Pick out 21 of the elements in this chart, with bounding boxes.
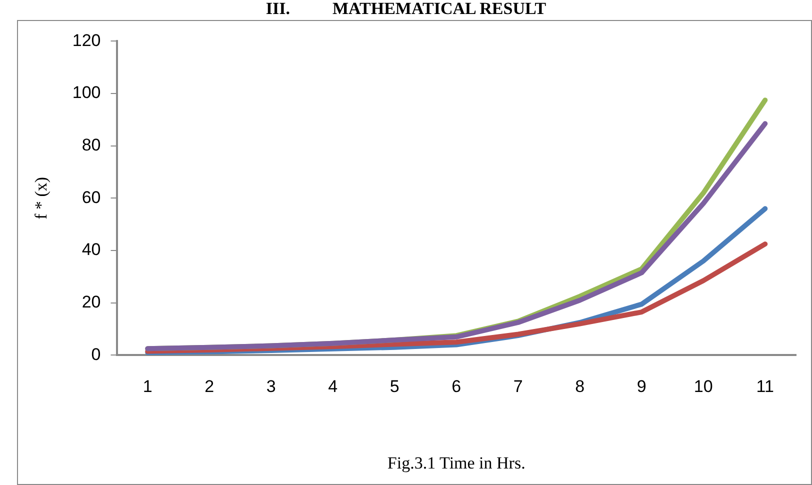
x-tick-label: 7 bbox=[513, 377, 523, 396]
x-tick-label: 9 bbox=[636, 377, 646, 396]
x-tick-label: 10 bbox=[694, 377, 713, 396]
x-axis-title: Fig.3.1 Time in Hrs. bbox=[387, 453, 526, 472]
y-tick-label: 80 bbox=[82, 136, 101, 155]
x-tick-label: 5 bbox=[390, 377, 400, 396]
chart-title: III. MATHEMATICAL RESULT bbox=[264, 0, 548, 18]
x-tick-label: 3 bbox=[266, 377, 276, 396]
x-tick-label: 11 bbox=[756, 377, 774, 396]
y-tick-label: 20 bbox=[82, 292, 101, 312]
x-tick-label: 8 bbox=[575, 377, 585, 396]
x-tick-label: 1 bbox=[142, 377, 152, 396]
y-tick-label: 120 bbox=[72, 30, 101, 50]
y-tick-label: 60 bbox=[82, 188, 101, 207]
x-tick-label: 2 bbox=[204, 377, 214, 396]
x-tick-label: 4 bbox=[328, 377, 338, 396]
y-tick-label: 0 bbox=[91, 344, 101, 364]
y-tick-label: 100 bbox=[72, 83, 101, 102]
x-tick-label: 6 bbox=[452, 377, 462, 396]
y-axis-title: f * (x) bbox=[32, 176, 51, 220]
y-tick-label: 40 bbox=[82, 240, 101, 260]
